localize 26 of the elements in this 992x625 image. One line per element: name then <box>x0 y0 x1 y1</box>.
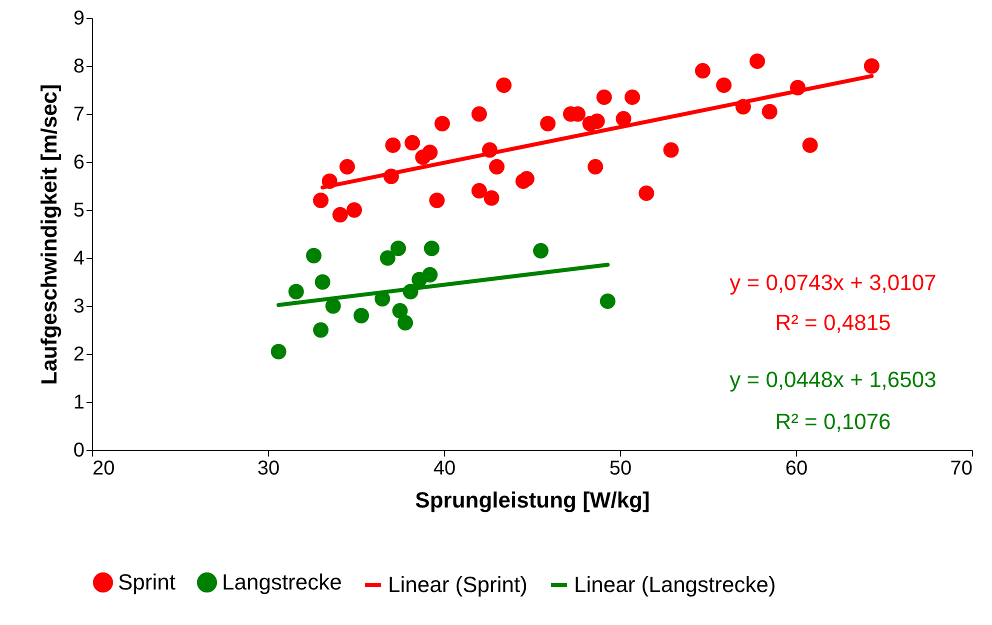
y-tick-label: 3 <box>73 296 84 318</box>
x-tick-label: 60 <box>785 458 808 480</box>
x-tick-label: 30 <box>257 458 280 480</box>
legend-label: Langstrecke <box>222 569 342 594</box>
legend-label: Sprint <box>118 569 176 594</box>
legend-label: Linear (Sprint) <box>388 572 528 597</box>
annotation: R² = 0,1076 <box>775 409 891 434</box>
x-tick-label: 50 <box>609 458 632 480</box>
x-axis-title: Sprungleistung [W/kg] <box>415 488 650 512</box>
annotation: y = 0,0743x + 3,0107 <box>730 270 936 295</box>
y-tick-label: 9 <box>73 8 84 30</box>
y-tick-label: 5 <box>73 200 84 222</box>
y-tick-label: 2 <box>73 344 84 366</box>
annotation: R² = 0,4815 <box>775 310 891 335</box>
x-tick-label: 20 <box>92 458 115 480</box>
x-tick-label: 40 <box>433 458 456 480</box>
y-tick-label: 1 <box>73 392 84 414</box>
y-tick-label: 8 <box>73 56 84 78</box>
y-axis-title: Laufgeschwindigkeit [m/sec] <box>36 84 62 385</box>
legend-label: Linear (Langstrecke) <box>574 572 776 597</box>
y-tick-label: 0 <box>73 440 84 462</box>
x-tick-label: 70 <box>950 458 972 480</box>
y-tick-label: 6 <box>73 152 84 174</box>
annotation: y = 0,0448x + 1,6503 <box>730 367 936 392</box>
y-tick-label: 7 <box>73 104 84 126</box>
y-tick-label: 4 <box>73 248 84 270</box>
